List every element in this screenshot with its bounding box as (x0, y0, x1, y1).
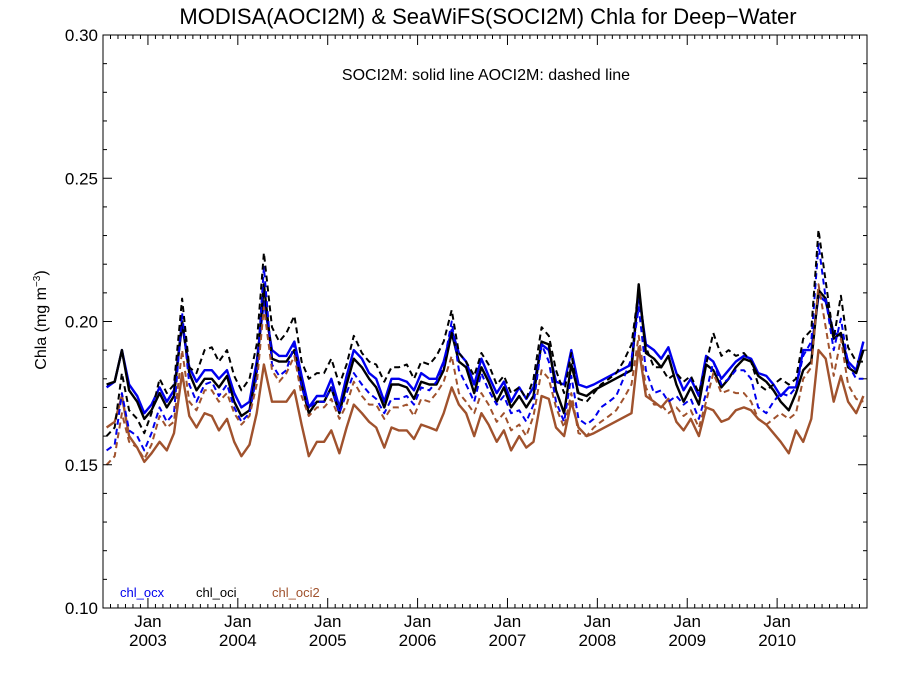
chart-title: MODISA(AOCI2M) & SeaWiFS(SOCI2M) Chla fo… (179, 4, 796, 29)
plot-frame (102, 34, 868, 609)
series-line-soci2m-chl-oci2 (105, 346, 865, 464)
y-tick-label: 0.20 (65, 313, 98, 332)
x-tick-label-year: 2005 (309, 631, 347, 650)
x-tick-label-month: Jan (314, 612, 341, 631)
series-line-aoci2m-chl-oci2 (105, 283, 864, 466)
y-tick-label: 0.25 (65, 169, 98, 188)
x-tick-label-month: Jan (763, 612, 790, 631)
legend: chl_ocx chl_oci chl_oci2 (120, 585, 320, 600)
y-tick-label: 0.15 (65, 456, 98, 475)
x-tick-label-year: 2004 (219, 631, 257, 650)
x-tick-label-year: 2008 (578, 631, 616, 650)
x-tick-label-month: Jan (224, 612, 251, 631)
x-tick-label-month: Jan (494, 612, 521, 631)
legend-item-chl-oci: chl_oci (196, 585, 237, 600)
x-tick-label-month: Jan (134, 612, 161, 631)
y-axis-label-main: Chla (mg m (33, 287, 50, 370)
series-line-aoci2m-chl-oci (105, 228, 864, 437)
y-axis-label: Chla (mg m−3) (32, 270, 50, 369)
x-tick-label-year: 2003 (129, 631, 167, 650)
y-axis-label-text: Chla (mg m−3) (32, 270, 50, 369)
x-tick-label-month: Jan (584, 612, 611, 631)
x-tick-label-year: 2010 (758, 631, 796, 650)
legend-item-chl-oci2: chl_oci2 (272, 585, 320, 600)
x-tick-label-year: 2007 (489, 631, 527, 650)
y-axis: 0.10 0.15 0.20 0.25 0.30 (65, 26, 867, 618)
series-line-soci2m-chl-ocx (105, 291, 865, 415)
legend-item-chl-ocx: chl_ocx (120, 585, 165, 600)
y-axis-label-superscript: −3 (32, 275, 43, 287)
series-line-soci2m-chl-oci (106, 283, 865, 421)
x-tick-label-year: 2006 (399, 631, 437, 650)
y-tick-label: 0.10 (65, 599, 98, 618)
x-tick-label-month: Jan (674, 612, 701, 631)
chart-subtitle: SOCI2M: solid line AOCI2M: dashed line (342, 67, 630, 84)
y-axis-label-close: ) (33, 270, 50, 275)
x-axis: Jan2003Jan2004Jan2005Jan2006Jan2007Jan20… (102, 35, 868, 650)
y-tick-label: 0.30 (65, 26, 98, 45)
x-tick-label-month: Jan (404, 612, 431, 631)
x-tick-label-year: 2009 (668, 631, 706, 650)
series-layer (105, 228, 865, 466)
